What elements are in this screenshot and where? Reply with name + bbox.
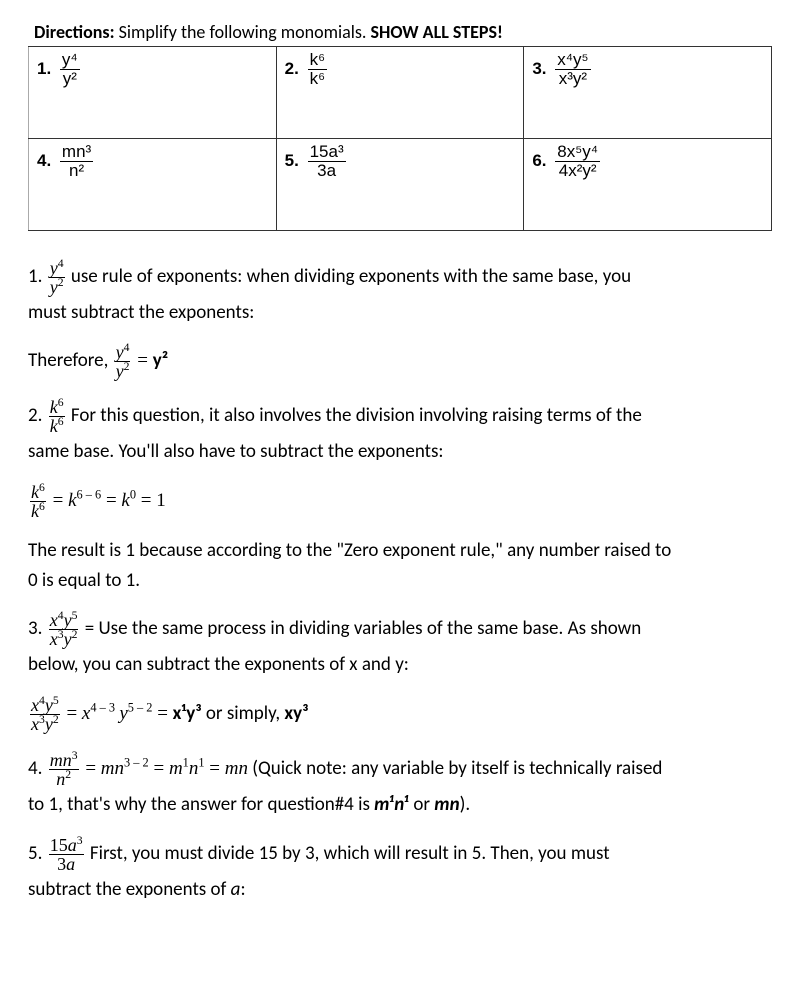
fraction: mn³ n² xyxy=(60,143,93,180)
solution-line: 1. y4y2 use rule of exponents: when divi… xyxy=(28,259,772,296)
text: For this question, it also involves the … xyxy=(67,404,642,427)
fraction: x4y5x3y2 xyxy=(49,611,79,648)
cell-4: 4. mn³ n² xyxy=(29,138,277,230)
text: First, you must divide 15 by 3, which wi… xyxy=(86,842,610,865)
numerator: x⁴y⁵ xyxy=(555,51,590,70)
therefore: Therefore, xyxy=(28,349,113,372)
solution-1: 1. y4y2 use rule of exponents: when divi… xyxy=(28,259,772,326)
cell-2: 2. k⁶ k⁶ xyxy=(276,47,524,139)
table-row: 4. mn³ n² 5. 15a³ 3a 6. 8x⁵y⁴ 4x²y² xyxy=(29,138,772,230)
solution-line: 0 is equal to 1. xyxy=(28,568,772,594)
solution-line: 3. x4y5x3y2 = Use the same process in di… xyxy=(28,611,772,648)
numerator: 8x⁵y⁴ xyxy=(555,143,600,162)
solution-line: 4. mn3n2 = mn3 – 2 = m1n1 = mn (Quick no… xyxy=(28,751,772,788)
solution-line: below, you can subtract the exponents of… xyxy=(28,652,772,678)
solution-line: must subtract the exponents: xyxy=(28,300,772,326)
fraction: k⁶ k⁶ xyxy=(308,51,328,88)
fraction: 15a³ 3a xyxy=(308,143,346,180)
problems-table: 1. y⁴ y² 2. k⁶ k⁶ 3. x⁴y⁵ x³y² 4. mn³ xyxy=(28,46,772,230)
solution-2-expl: The result is 1 because according to the… xyxy=(28,538,772,593)
result: x¹y³ xyxy=(173,702,202,725)
text: = Use the same process in dividing varia… xyxy=(80,617,641,640)
solution-line: The result is 1 because according to the… xyxy=(28,538,772,564)
problem-number: 6. xyxy=(532,150,546,173)
denominator: x³y² xyxy=(555,70,590,88)
sol-num: 1. xyxy=(28,265,47,288)
denominator: 3a xyxy=(308,162,346,180)
problem-number: 1. xyxy=(37,58,51,81)
fraction: 15a33a xyxy=(49,836,84,873)
denominator: y² xyxy=(60,70,80,88)
table-row: 1. y⁴ y² 2. k⁶ k⁶ 3. x⁴y⁵ x³y² xyxy=(29,47,772,139)
sol-num: 4. xyxy=(28,757,47,780)
fraction: x4y5x3y2 xyxy=(30,696,60,733)
directions-line: Directions: Simplify the following monom… xyxy=(28,20,772,44)
fraction: mn3n2 xyxy=(49,751,79,788)
solution-line: 5. 15a33a First, you must divide 15 by 3… xyxy=(28,836,772,873)
fraction: k6k6 xyxy=(49,398,65,435)
solution-5: 5. 15a33a First, you must divide 15 by 3… xyxy=(28,836,772,903)
cell-5: 5. 15a³ 3a xyxy=(276,138,524,230)
solution-1-therefore: Therefore, y4y2 = y² xyxy=(28,343,772,380)
sol-num: 5. xyxy=(28,842,47,865)
cell-6: 6. 8x⁵y⁴ 4x²y² xyxy=(524,138,772,230)
solution-2: 2. k6k6 For this question, it also invol… xyxy=(28,398,772,465)
solution-line: same base. You'll also have to subtract … xyxy=(28,439,772,465)
solution-3: 3. x4y5x3y2 = Use the same process in di… xyxy=(28,611,772,678)
fraction: y4y2 xyxy=(49,259,65,296)
sol-num: 3. xyxy=(28,617,47,640)
fraction: k6k6 xyxy=(30,483,46,520)
result: y² xyxy=(153,349,168,372)
problem-number: 3. xyxy=(532,58,546,81)
cell-1: 1. y⁴ y² xyxy=(29,47,277,139)
denominator: k⁶ xyxy=(308,70,328,88)
fraction: y4y2 xyxy=(115,343,131,380)
result: xy³ xyxy=(284,702,308,725)
solution-4: 4. mn3n2 = mn3 – 2 = m1n1 = mn (Quick no… xyxy=(28,751,772,818)
fraction: x⁴y⁵ x³y² xyxy=(555,51,590,88)
fraction: 8x⁵y⁴ 4x²y² xyxy=(555,143,600,180)
numerator: mn³ xyxy=(60,143,93,162)
directions-label: Directions: xyxy=(34,21,115,43)
text: (Quick note: any variable by itself is t… xyxy=(248,757,662,780)
solution-2-eq: k6k6 = k6 – 6 = k0 = 1 xyxy=(28,483,772,520)
solution-line: to 1, that's why the answer for question… xyxy=(28,792,772,818)
directions-text: Simplify the following monomials. xyxy=(115,21,371,43)
cell-3: 3. x⁴y⁵ x³y² xyxy=(524,47,772,139)
text: use rule of exponents: when dividing exp… xyxy=(67,265,632,288)
problem-number: 4. xyxy=(37,150,51,173)
solution-line: 2. k6k6 For this question, it also invol… xyxy=(28,398,772,435)
solution-3-eq: x4y5x3y2 = x4 – 3 y5 – 2 = x¹y³ or simpl… xyxy=(28,696,772,733)
problem-number: 2. xyxy=(285,58,299,81)
sol-num: 2. xyxy=(28,404,47,427)
numerator: k⁶ xyxy=(308,51,328,70)
fraction: y⁴ y² xyxy=(60,51,80,88)
problem-number: 5. xyxy=(285,150,299,173)
solution-line: subtract the exponents of a: xyxy=(28,877,772,903)
numerator: y⁴ xyxy=(60,51,80,70)
directions-show: SHOW ALL STEPS! xyxy=(370,21,502,43)
denominator: 4x²y² xyxy=(555,162,600,180)
denominator: n² xyxy=(60,162,93,180)
numerator: 15a³ xyxy=(308,143,346,162)
